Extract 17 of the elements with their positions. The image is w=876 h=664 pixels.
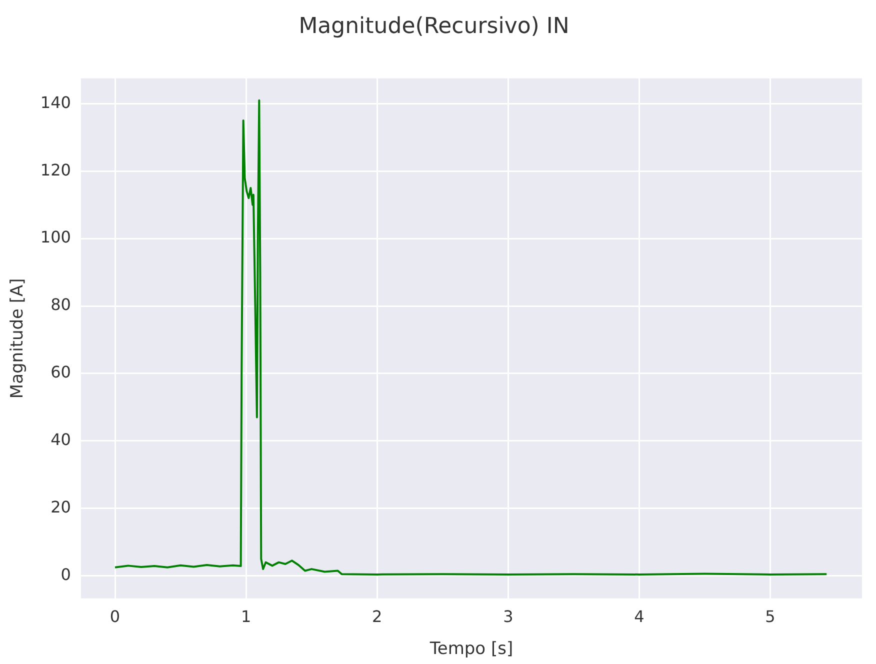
- x-tick-label: 5: [765, 607, 776, 626]
- y-tick-label: 100: [40, 228, 71, 247]
- y-tick-label: 140: [40, 92, 71, 112]
- chart-title: Magnitude(Recursivo) IN: [298, 14, 570, 39]
- y-tick-label: 60: [50, 362, 71, 382]
- y-tick-label: 120: [40, 160, 71, 180]
- x-tick-label: 1: [240, 607, 252, 626]
- y-tick-label: 40: [50, 430, 71, 450]
- x-tick-label: 3: [503, 607, 514, 626]
- y-axis-title: Magnitude [A]: [8, 278, 28, 399]
- y-tick-label: 0: [60, 564, 71, 584]
- x-tick-label: 4: [634, 607, 644, 626]
- y-tick-label: 20: [50, 498, 71, 517]
- y-tick-label: 80: [50, 295, 71, 314]
- x-axis-title: Tempo [s]: [428, 639, 514, 660]
- x-tick-label: 2: [372, 607, 382, 626]
- x-tick-label: 0: [110, 607, 120, 626]
